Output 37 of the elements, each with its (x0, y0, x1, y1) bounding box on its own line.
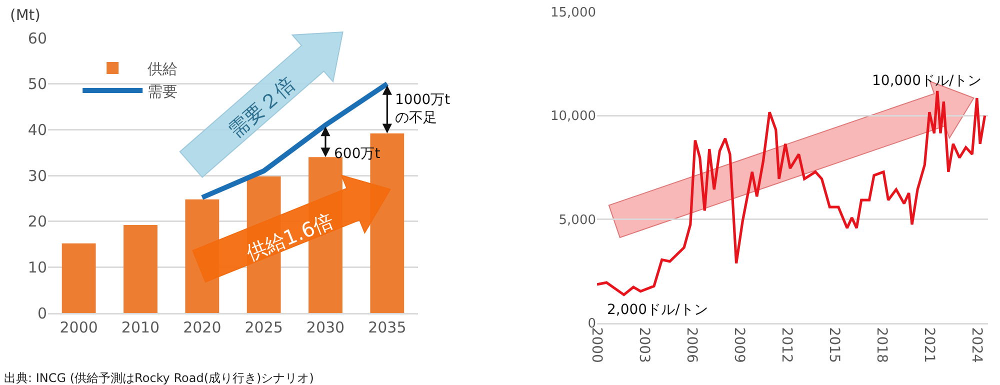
y-tick-label: 10,000 (550, 109, 596, 124)
annotation: 1000万t の不足 (395, 92, 451, 126)
y-tick-label: 10 (28, 258, 47, 276)
annotation: 需要２倍 (224, 72, 300, 142)
x-tick-label: 2030 (306, 318, 345, 336)
x-tick-label: 2018 (873, 327, 890, 363)
legend-label: 供給 (148, 60, 178, 78)
x-tick-label: 2003 (636, 327, 652, 363)
x-tick-label: 2035 (368, 318, 406, 336)
x-tick-label: 2015 (826, 327, 842, 363)
legend-label: 需要 (148, 82, 178, 100)
x-tick-label: 2020 (183, 318, 222, 336)
x-tick-label: 2024 (968, 327, 984, 364)
y-tick-label: 50 (28, 75, 47, 94)
x-tick-label: 2025 (244, 318, 283, 336)
x-tick-label: 2009 (730, 327, 747, 363)
x-tick-label: 2000 (588, 327, 604, 363)
x-tick-label: 2000 (60, 318, 98, 336)
x-tick-label: 2021 (920, 327, 937, 363)
bar (124, 225, 158, 313)
bar (62, 243, 96, 313)
y-tick-label: 60 (28, 29, 47, 48)
y-tick-label: 0 (37, 304, 47, 322)
y-tick-label: 15,000 (550, 6, 596, 21)
annotation: 10,000ドル/トン (872, 73, 982, 89)
line-series (597, 90, 986, 296)
y-tick-label: 20 (28, 212, 47, 231)
source-note: 出典: INCG (供給予測はRocky Road(成り行き)シナリオ) (4, 371, 314, 385)
annotation: 供給1.6倍 (242, 208, 337, 266)
annotation: 2,000ドル/トン (607, 302, 708, 318)
y-axis-title: (Mt) (10, 6, 41, 24)
y-tick-label: 5,000 (558, 212, 596, 228)
y-tick-label: 30 (28, 166, 47, 185)
x-tick-label: 2006 (683, 327, 700, 364)
x-tick-label: 2010 (121, 318, 160, 336)
y-tick-label: 40 (28, 120, 47, 139)
x-tick-label: 2012 (778, 327, 794, 363)
